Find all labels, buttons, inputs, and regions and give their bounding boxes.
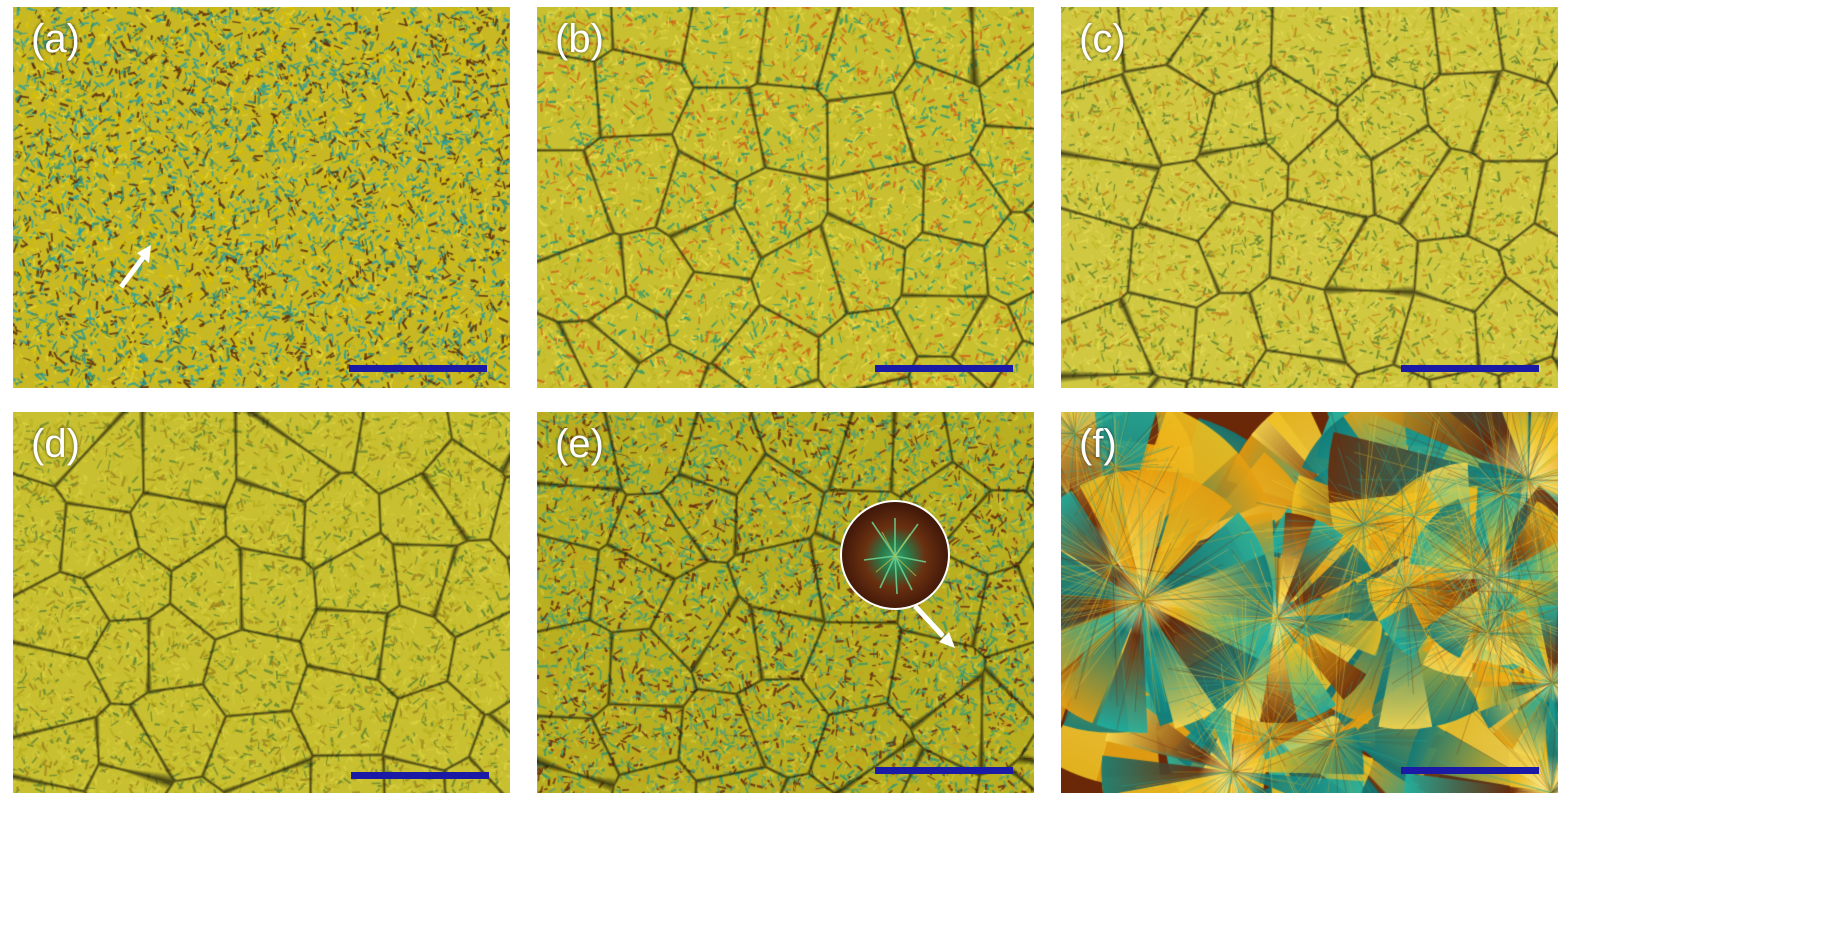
micrograph-panel-e: (e)	[537, 412, 1034, 793]
micrograph-panel-d: (d)	[13, 412, 510, 793]
micrograph-panel-c: (c)	[1061, 7, 1558, 388]
arrow-icon	[913, 604, 955, 648]
micrograph-panel-a: (a)	[13, 7, 510, 388]
micrograph-panel-f: (f)	[1061, 412, 1558, 793]
panel-label-f: (f)	[1079, 422, 1117, 466]
arrow-icon	[119, 245, 151, 289]
scale-bar	[875, 365, 1013, 372]
panel-label-a: (a)	[31, 17, 80, 61]
micrograph-image-e	[537, 412, 1034, 793]
inset-crystal-icon	[863, 518, 927, 595]
panel-label-c: (c)	[1079, 17, 1126, 61]
scale-bar	[1401, 767, 1539, 774]
micrograph-image-f	[1061, 412, 1558, 793]
panel-label-d: (d)	[31, 422, 80, 466]
magnified-inset	[840, 500, 950, 610]
micrograph-image-b	[537, 7, 1034, 388]
scale-bar	[351, 772, 489, 779]
panel-label-b: (b)	[555, 17, 604, 61]
micrograph-image-d	[13, 412, 510, 793]
scale-bar	[875, 767, 1013, 774]
micrograph-image-a	[13, 7, 510, 388]
panel-label-e: (e)	[555, 422, 604, 466]
scale-bar	[349, 365, 487, 372]
micrograph-image-c	[1061, 7, 1558, 388]
scale-bar	[1401, 365, 1539, 372]
micrograph-panel-b: (b)	[537, 7, 1034, 388]
